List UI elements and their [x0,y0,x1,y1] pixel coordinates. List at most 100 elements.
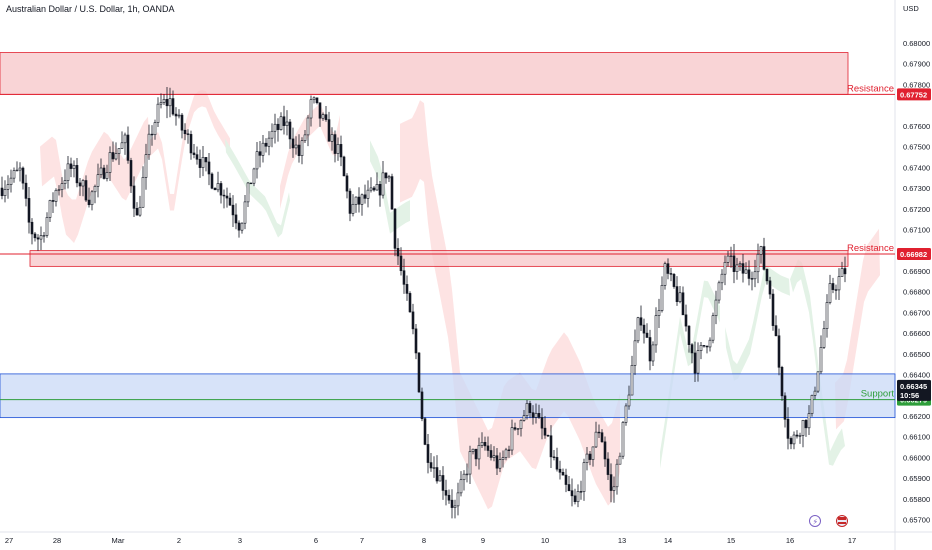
candle-body [357,196,361,205]
candle-body [240,222,244,231]
candle-body [147,133,151,155]
candle-body [546,434,550,437]
candle-body [801,420,805,436]
cloud-bear [40,116,150,243]
price-tick-label: 0.66200 [903,412,930,421]
candle-body [786,418,790,439]
price-tick-label: 0.66500 [903,350,930,359]
time-tick-label: 3 [238,536,242,545]
candle-body [399,255,403,272]
candle-body [804,420,808,429]
price-tick-label: 0.67500 [903,143,930,152]
candle-body [210,173,214,189]
candle-body [555,457,559,470]
candle-body [75,165,79,184]
candle-body [252,168,256,184]
candle-body [612,486,616,491]
candle-body [729,255,733,257]
candle-body [513,427,517,430]
candle-body [3,189,7,197]
price-tick-label: 0.66600 [903,329,930,338]
candle-body [351,203,355,214]
candle-body [90,191,94,206]
candle-body [462,473,466,481]
candle-body [120,142,124,149]
price-axis[interactable]: USD 0.68000 0.67900 0.67800 0.67600 0.67500 0.… [903,4,930,525]
candle-body [6,184,10,190]
candle-body [318,102,322,119]
candle-body [243,201,247,224]
candle-body [159,102,163,105]
price-tick-label: 0.67600 [903,122,930,131]
candle-body [408,293,412,313]
candle-body [456,492,460,507]
candle-body [60,183,64,190]
candle-body [255,151,259,170]
candle-body [528,403,532,413]
candle-body [111,152,115,160]
last-price-badge [897,379,931,401]
candle-body [354,196,358,205]
candle-body [153,122,157,136]
candle-body [51,200,55,202]
time-axis[interactable]: 27 28 Mar 2 3 6 7 8 9 10 13 14 15 16 17 [5,536,856,545]
candle-body [624,405,628,423]
candle-body [171,98,175,115]
candle-body [315,97,319,104]
candle-body [561,472,565,476]
candle-body [705,345,709,348]
candle-body [138,206,142,216]
candle-body [306,117,310,136]
candle-body [72,165,76,169]
candle-body [30,221,34,235]
time-tick-label: Mar [112,536,125,545]
candle-body [312,97,316,100]
candle-body [360,194,364,205]
candle-body [582,462,586,492]
candle-body [765,269,769,282]
time-tick-label: 14 [664,536,672,545]
candle-body [747,269,751,279]
countdown-label: 10:56 [900,391,919,400]
candle-body [591,446,595,460]
candle-body [294,144,298,149]
lightning-icon [809,515,821,527]
candle-body [12,170,16,179]
candle-body [363,194,367,199]
candle-body [537,413,541,418]
zone-labels-layer: Resistance 0.67752 Resistance 0.66982 Suppor… [847,83,931,406]
candle-body [696,350,700,374]
price-badge [897,88,931,101]
candle-body [486,445,490,451]
candle-body [771,293,775,326]
candle-body [672,274,676,287]
candle-body [282,116,286,126]
candle-body [9,177,13,185]
candle-body [132,185,136,209]
candle-body [417,352,421,393]
candle-body [822,328,826,348]
candle-body [792,434,796,445]
candle-body [519,420,523,429]
candle-body [327,119,331,142]
price-badge-label: 0.66982 [900,250,927,259]
candle-body [645,332,649,338]
candle-body [837,276,841,291]
candle-body [69,163,73,169]
candle-body [708,339,712,348]
candle-body [84,180,88,201]
candle-body [825,302,829,329]
price-tick-label: 0.67300 [903,184,930,193]
candle-body [741,263,745,274]
candle-body [225,195,229,199]
candle-body [54,189,58,202]
candle-body [531,412,535,418]
candle-body [642,324,646,334]
candle-body [18,167,22,171]
price-tick-label: 0.66900 [903,267,930,276]
candle-body [264,142,268,147]
candle-body [552,456,556,458]
candle-body [516,428,520,430]
price-tick-label: 0.66100 [903,433,930,442]
